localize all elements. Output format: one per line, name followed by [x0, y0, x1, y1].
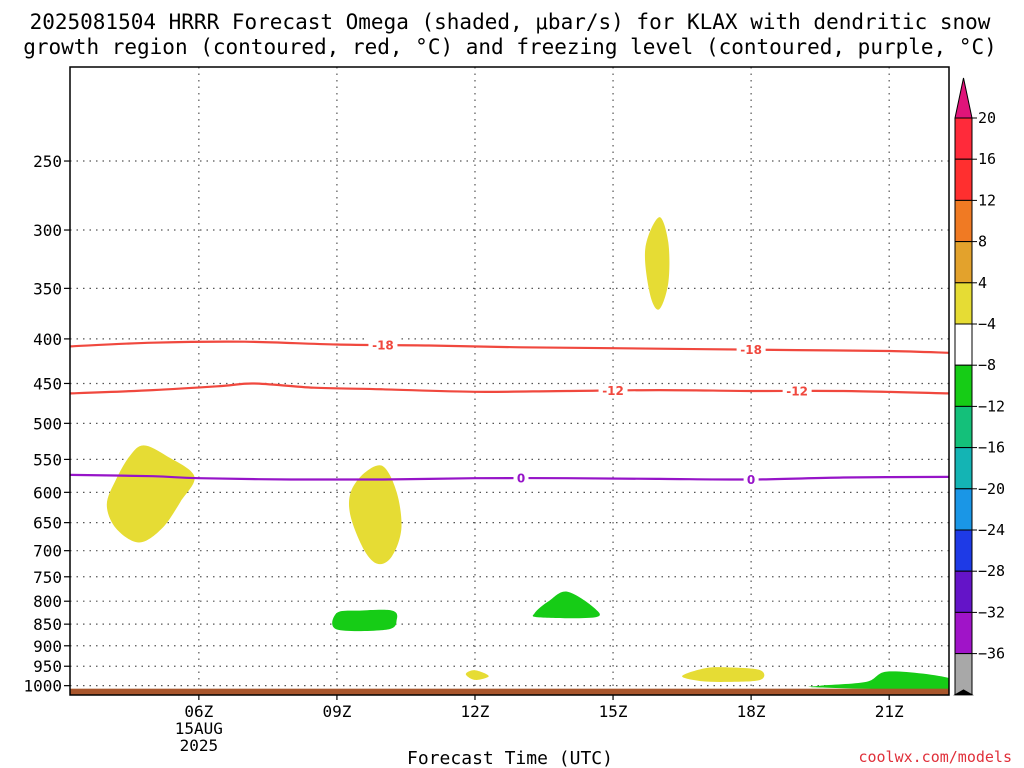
contour-label--18: -18 [740, 343, 762, 357]
omega-region-6 [332, 609, 398, 632]
colorbar-label: −16 [978, 439, 1005, 457]
colorbar-segment [954, 282, 973, 325]
contour-label-bg [598, 383, 628, 398]
y-tick-label: 1000 [23, 677, 62, 696]
y-tick-label: 550 [33, 450, 62, 469]
omega-region-3 [644, 217, 670, 310]
colorbar-label: −12 [978, 397, 1005, 415]
omega-shaded-regions [106, 217, 949, 690]
y-tick-label: 650 [33, 514, 62, 533]
y-tick-label: 800 [33, 592, 62, 611]
colorbar-segment [954, 488, 973, 531]
colorbar-segment [954, 529, 973, 572]
contour-label-bg [743, 472, 759, 487]
colorbar-label: −4 [978, 315, 996, 333]
temperature-contours: -18 -18 -12 -12 0 0 [70, 337, 949, 487]
y-tick-label: 350 [33, 279, 62, 298]
contour-label--18: -18 [372, 338, 394, 352]
y-tick-label: 500 [33, 414, 62, 433]
omega-region-1 [106, 445, 195, 543]
omega-region-5 [682, 667, 765, 682]
colorbar-label: 20 [978, 109, 996, 127]
chart-title-line-2: growth region (contoured, red, °C) and f… [23, 35, 997, 59]
colorbar-segment [954, 447, 973, 490]
contour-label-0: 0 [517, 472, 525, 486]
colorbar-label: −20 [978, 480, 1005, 498]
x-tick-label: 06Z [184, 702, 213, 721]
x-tick-label: 09Z [322, 702, 351, 721]
omega-region-4 [465, 670, 489, 680]
colorbar-segment [954, 653, 973, 696]
colorbar-segment [954, 611, 973, 655]
contour-line--12 [70, 382, 949, 395]
omega-region-7 [532, 591, 600, 619]
colorbar-segment [954, 158, 973, 201]
contour-line--18 [70, 340, 949, 354]
chart-title: 2025081504 HRRR Forecast Omega (shaded, … [23, 10, 997, 59]
colorbar-label: 4 [978, 274, 987, 292]
colorbar-segment [954, 323, 973, 366]
y-tick-label: 750 [33, 568, 62, 587]
x-axis-title: Forecast Time (UTC) [407, 748, 613, 768]
y-tick-label: 450 [33, 374, 62, 393]
colorbar-segment [954, 405, 973, 449]
colorbar-top-arrow [954, 77, 973, 119]
y-tick-label: 950 [33, 657, 62, 676]
colorbar-label: 12 [978, 191, 996, 209]
colorbar-segment [954, 117, 973, 160]
y-tick-label: 850 [33, 615, 62, 634]
y-tick-label: 600 [33, 483, 62, 502]
plot-frame [69, 66, 950, 696]
x-tick-label: 21Z [875, 702, 904, 721]
colorbar-label: −24 [978, 521, 1005, 539]
credit-text[interactable]: coolwx.com/models [858, 748, 1012, 766]
colorbar: 20 16 12 8 4 −4 −8 −12 −16 −20 −24 −28 −32 −36 [953, 77, 1005, 696]
chart-title-line-1: 2025081504 HRRR Forecast Omega (shaded, … [30, 10, 991, 34]
y-tick-label: 400 [33, 330, 62, 349]
colorbar-label: 16 [978, 150, 996, 168]
colorbar-label: −36 [978, 645, 1005, 663]
y-axis: 250 300 350 400 450 500 550 600 650 700 750 800 850 9… [23, 152, 70, 696]
x-tick-label: 18Z [737, 702, 766, 721]
gridlines [70, 67, 949, 695]
contour-label-bg [782, 383, 812, 398]
colorbar-label: −32 [978, 603, 1005, 621]
terrain-layer [70, 688, 949, 695]
contour-label--12: -12 [602, 384, 624, 398]
contour-label-0: 0 [747, 473, 755, 487]
x-tick-sublabel: 2025 [180, 736, 219, 755]
colorbar-label: −28 [978, 562, 1005, 580]
x-tick-sublabel: 15AUG [175, 719, 223, 738]
y-tick-label: 900 [33, 637, 62, 656]
x-tick-label: 12Z [461, 702, 490, 721]
contour-line-0 [70, 473, 949, 481]
contour-label--12: -12 [786, 384, 808, 398]
y-tick-label: 300 [33, 221, 62, 240]
colorbar-label: 8 [978, 233, 987, 251]
omega-region-2 [348, 465, 402, 565]
colorbar-label: −8 [978, 356, 996, 374]
y-tick-label: 700 [33, 542, 62, 561]
omega-region-8 [808, 671, 949, 690]
contour-label-bg [736, 342, 766, 357]
colorbar-segment [954, 241, 973, 284]
colorbar-segment [954, 570, 973, 613]
colorbar-segment [954, 364, 973, 407]
contour-label-bg [513, 471, 529, 486]
y-tick-label: 250 [33, 152, 62, 171]
terrain-fill [70, 688, 949, 695]
x-tick-label: 15Z [599, 702, 628, 721]
colorbar-bottom-arrow [953, 689, 974, 696]
contour-label-bg [368, 337, 398, 352]
colorbar-segment [954, 199, 973, 243]
